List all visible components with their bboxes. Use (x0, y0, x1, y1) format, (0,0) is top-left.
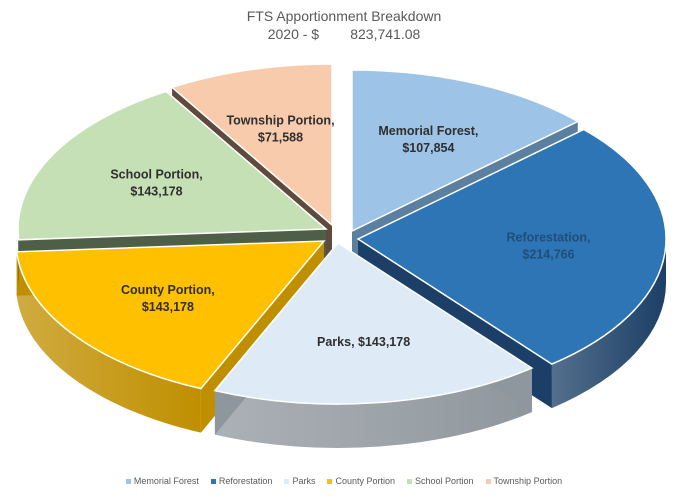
legend-label-school-portion: School Portion (415, 476, 474, 486)
chart-legend: Memorial Forest Reforestation Parks County … (0, 476, 688, 486)
legend-label-reforestation: Reforestation (218, 476, 273, 486)
legend-swatch-county-portion (327, 478, 333, 484)
legend-label-memorial-forest: Memorial Forest (133, 476, 199, 486)
legend-swatch-parks (284, 478, 290, 484)
legend-item-parks: Parks (284, 476, 315, 486)
pie-slice-memorial-forest (351, 69, 580, 233)
pie-slice-township-portion (170, 63, 333, 227)
legend-item-memorial-forest: Memorial Forest (125, 476, 199, 486)
legend-item-school-portion: School Portion (407, 476, 474, 486)
pie-slice-reforestation (356, 128, 667, 365)
legend-swatch-township-portion (485, 478, 491, 484)
pie-rim-reforestation (551, 239, 667, 409)
pie-rim-county-portion (16, 251, 201, 433)
legend-item-county-portion: County Portion (327, 476, 395, 486)
chart-subtitle: 2020 - $ 823,741.08 (267, 26, 421, 42)
legend-swatch-memorial-forest (125, 478, 131, 484)
data-label-school-portion: School Portion, $143,178 (110, 168, 202, 199)
data-label-county-portion: County Portion, $143,178 (121, 283, 215, 314)
legend-item-reforestation: Reforestation (210, 476, 273, 486)
data-label-parks: Parks, $143,178 (317, 335, 410, 349)
data-label-township-portion: Township Portion, $71,588 (226, 113, 334, 144)
legend-swatch-reforestation (210, 478, 216, 484)
pie-slice-school-portion (17, 90, 328, 241)
pie-rim-parks (214, 368, 532, 449)
pie-slice-county-portion (15, 240, 326, 390)
legend-label-county-portion: County Portion (335, 476, 395, 486)
pie-slice-parks (213, 242, 534, 405)
pie-chart-plot: Memorial Forest, $107,854 Reforestation, $2… (15, 63, 667, 449)
legend-swatch-school-portion (407, 478, 412, 484)
legend-label-township-portion: Township Portion (493, 476, 563, 486)
legend-item-township-portion: Township Portion (485, 476, 563, 486)
legend-label-parks: Parks (292, 476, 316, 486)
data-label-memorial-forest: Memorial Forest, $107,854 (378, 124, 478, 155)
chart-title: FTS Apportionment Breakdown (246, 8, 442, 24)
data-label-reforestation: Reforestation, $214,766 (506, 231, 590, 262)
